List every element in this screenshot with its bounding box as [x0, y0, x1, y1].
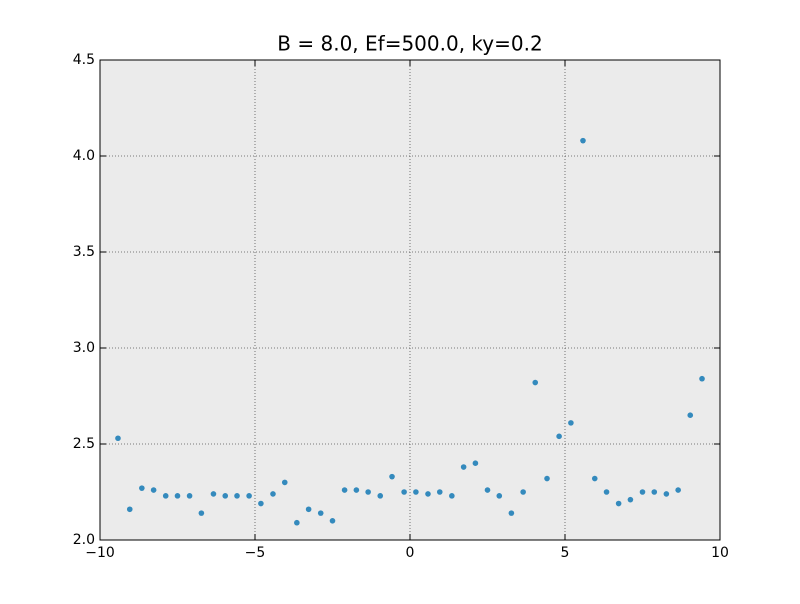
point — [472, 460, 479, 467]
point — [389, 473, 395, 480]
point — [639, 489, 646, 495]
point — [544, 475, 550, 482]
point — [317, 510, 324, 516]
point — [508, 510, 515, 516]
point — [126, 506, 133, 513]
y-tick-label: 4.5 — [73, 52, 95, 68]
point — [413, 489, 419, 495]
point — [591, 475, 598, 482]
point — [234, 493, 240, 499]
x-tick-label: −5 — [245, 545, 266, 561]
x-tick-label: 5 — [561, 545, 570, 561]
point — [353, 487, 360, 493]
y-tick-label: 4.0 — [73, 148, 95, 164]
point — [150, 487, 157, 493]
point — [556, 433, 562, 440]
point — [460, 464, 467, 470]
point — [520, 489, 526, 495]
point — [222, 493, 229, 499]
plot-frame — [99, 59, 721, 541]
point — [281, 479, 288, 486]
point — [341, 487, 348, 493]
point — [139, 485, 145, 491]
point — [305, 506, 312, 513]
point — [496, 493, 503, 499]
point — [603, 489, 610, 495]
point — [615, 500, 622, 507]
point — [246, 493, 252, 499]
y-tick-label: 3.5 — [73, 244, 95, 260]
point — [580, 137, 586, 144]
y-tick-label: 3.0 — [73, 340, 95, 356]
y-tick-label: 2.0 — [73, 532, 95, 548]
point — [568, 420, 574, 426]
point — [115, 435, 121, 442]
point — [210, 491, 217, 497]
point — [675, 487, 681, 493]
y-tick-label: 2.5 — [73, 436, 95, 452]
point — [377, 493, 384, 499]
x-tick-label: 10 — [711, 545, 729, 561]
x-tick-label: 0 — [406, 545, 415, 561]
point — [663, 491, 670, 497]
point — [627, 496, 634, 503]
point — [449, 493, 455, 499]
point — [329, 518, 336, 524]
chart-title: B = 8.0, Ef=500.0, ky=0.2 — [277, 32, 542, 56]
point — [699, 375, 705, 382]
point — [532, 379, 539, 386]
point — [401, 489, 407, 495]
point — [436, 489, 443, 495]
point — [687, 412, 694, 419]
point — [425, 491, 431, 497]
point — [365, 489, 371, 495]
point — [484, 487, 491, 493]
point — [186, 493, 193, 499]
point — [174, 493, 181, 499]
point — [651, 489, 658, 495]
point — [270, 491, 276, 497]
point — [198, 510, 205, 516]
point — [294, 519, 300, 526]
point — [162, 493, 169, 499]
point — [258, 500, 264, 507]
x-tick-label: −10 — [85, 545, 115, 561]
